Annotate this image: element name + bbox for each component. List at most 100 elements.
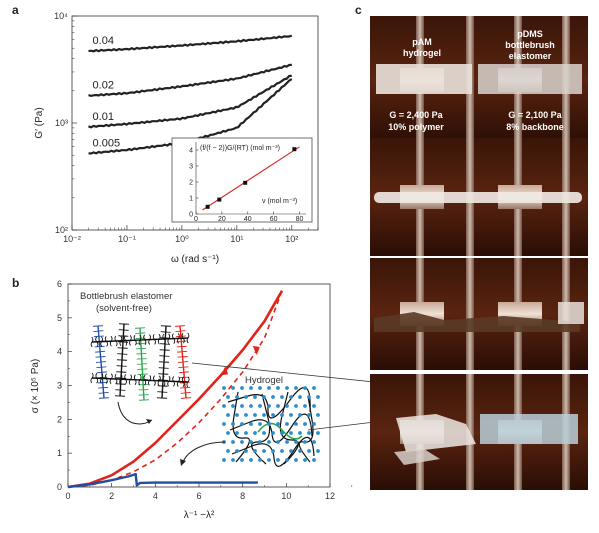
- hydrogel-water-dot: [316, 395, 320, 399]
- hydrogel-water-dot: [235, 431, 239, 435]
- hydrogel-water-dot: [235, 413, 239, 417]
- hydrogel-water-dot: [312, 386, 316, 390]
- bottlebrush-side-chain: [114, 373, 117, 380]
- hydrogel-polymer-strand: [227, 387, 311, 419]
- inset-y-tick-label: 3: [189, 164, 193, 171]
- hydrogel-water-dot: [253, 449, 257, 453]
- elastomer-sample: [480, 414, 578, 444]
- hydrogel-water-dot: [267, 458, 271, 462]
- panel-a-x-tick-labels: 10⁻² 10⁻¹ 10⁰ 10¹ 10²: [63, 234, 298, 244]
- hydrogel-water-dot: [249, 404, 253, 408]
- hydrogel-water-dot: [262, 395, 266, 399]
- hydrogel-water-dot: [258, 440, 262, 444]
- bottlebrush-side-chain: [105, 378, 108, 384]
- hydrogel-water-dot: [231, 422, 235, 426]
- hydrogel-sample: [376, 64, 472, 94]
- hydrogel-water-dot: [280, 413, 284, 417]
- hydrogel-water-dot: [316, 413, 320, 417]
- hydrogel-water-dot: [316, 449, 320, 453]
- bottlebrush-side-chain: [105, 373, 107, 379]
- inset-data-point: [217, 197, 222, 202]
- hydrogel-water-dot: [244, 413, 248, 417]
- hydrogel-water-dot: [294, 440, 298, 444]
- panel-a-x-tick-label: 10⁻¹: [118, 234, 136, 244]
- hydrogel-water-dot: [267, 404, 271, 408]
- bottlebrush-side-chain: [95, 372, 98, 379]
- bottlebrush-side-chain: [125, 379, 127, 385]
- inset-data-point: [243, 180, 248, 185]
- panel-b-x-tick-label: 2: [109, 491, 114, 501]
- panel-b-x-tick-labels: 0 2 4 6 8 10 12: [65, 491, 335, 501]
- bottlebrush-pointer-arrowhead: [146, 419, 152, 424]
- photo-right-title-1: pDMS: [517, 29, 543, 39]
- bottlebrush-side-chain: [138, 339, 141, 346]
- hydrogel-highlight-strand: [257, 422, 303, 440]
- hydrogel-water-dot: [262, 413, 266, 417]
- inset-ticks: [195, 142, 306, 215]
- hydrogel-water-dot: [267, 440, 271, 444]
- bottlebrush-network-schematic: [90, 323, 192, 401]
- bottlebrush-side-chain: [153, 375, 155, 381]
- hydrogel-water-dot: [222, 386, 226, 390]
- hydrogel-water-dot: [289, 395, 293, 399]
- hydrogel-water-dot: [303, 458, 307, 462]
- photo-right-caption-2: 8% backbone: [506, 122, 564, 132]
- panel-b-y-tick-label: 4: [57, 347, 62, 357]
- bottlebrush-side-chain: [157, 338, 160, 345]
- hydrogel-water-dot: [285, 440, 289, 444]
- bottlebrush-side-chain: [124, 374, 127, 380]
- hydrogel-water-dot: [226, 413, 230, 417]
- panel-a-series-label: 0.02: [93, 80, 114, 92]
- hydrogel-water-dot: [312, 440, 316, 444]
- bottlebrush-side-chain: [134, 379, 137, 386]
- inset-y-tick-label: 4: [189, 148, 193, 155]
- inset-x-tick-label: 40: [244, 216, 252, 223]
- bottlebrush-side-chain: [186, 337, 189, 344]
- panel-b-y-axis-label: σ (× 10⁵ Pa): [30, 359, 41, 414]
- bottlebrush-side-chain: [172, 333, 174, 339]
- bottlebrush-side-chain: [162, 333, 165, 340]
- panel-b-x-tick-label: 6: [196, 491, 201, 501]
- bottlebrush-side-chain: [144, 339, 147, 346]
- bottlebrush-side-chain: [125, 340, 128, 346]
- bottlebrush-side-chain: [181, 376, 184, 383]
- hydrogel-water-dot: [271, 413, 275, 417]
- hydrogel-water-dot: [303, 440, 307, 444]
- hydrogel-water-dot: [222, 422, 226, 426]
- panel-b-x-tick-label: 4: [153, 491, 158, 501]
- bottlebrush-side-chain: [139, 374, 142, 381]
- hydrogel-water-dot: [262, 449, 266, 453]
- panel-letter-a: a: [12, 3, 19, 17]
- panel-a-series-label: 0.04: [93, 35, 114, 47]
- hydrogel-water-dot: [253, 395, 257, 399]
- hydrogel-debris: [394, 449, 440, 465]
- photo-left-caption-1: G = 2,400 Pa: [389, 110, 443, 120]
- inset-x-tick-label: 60: [270, 216, 278, 223]
- inset-data-point: [292, 147, 297, 152]
- hydrogel-water-dot: [249, 440, 253, 444]
- panel-b-x-tick-label: 10: [281, 491, 291, 501]
- hydrogel-water-dot: [280, 395, 284, 399]
- photo-left-caption-2: 10% polymer: [388, 122, 444, 132]
- panel-a-x-tick-label: 10¹: [230, 234, 243, 244]
- hydrogel-water-dot: [271, 431, 275, 435]
- hydrogel-water-dot: [294, 386, 298, 390]
- panel-b-series: [67, 290, 284, 489]
- bottlebrush-side-chain: [133, 334, 136, 341]
- panel-b-y-tick-labels: 0 1 2 3 4 5 6: [57, 279, 62, 492]
- hydrogel-polymer-strand: [298, 395, 314, 463]
- hydrogel-water-dot: [312, 404, 316, 408]
- hydrogel-water-dot: [258, 422, 262, 426]
- bottlebrush-side-chain: [91, 336, 94, 343]
- panel-a-series-labels: 0.04 0.02 0.01 0.005: [93, 35, 121, 149]
- hydrogel-water-dot: [271, 449, 275, 453]
- panel-a-x-tick-label: 10⁰: [175, 234, 189, 244]
- bottlebrush-side-chain: [178, 376, 180, 382]
- panel-b-y-tick-label: 5: [57, 313, 62, 323]
- inset-y-tick-label: 0: [189, 212, 193, 219]
- inset-x-tick-label: 0: [194, 216, 198, 223]
- bottlebrush-side-chain: [95, 336, 98, 343]
- inset-data-point: [205, 204, 210, 209]
- hydrogel-water-dot: [267, 422, 271, 426]
